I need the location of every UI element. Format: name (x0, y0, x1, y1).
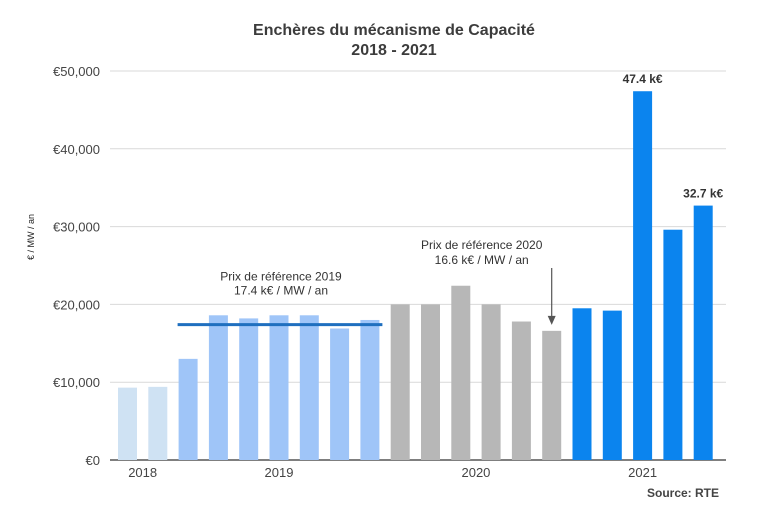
bar-2019 (208, 315, 228, 460)
y-tick-label: €40,000 (53, 142, 100, 157)
reference-2020-label-line1: Prix de référence 2020 (421, 238, 543, 252)
bar-2019 (360, 319, 380, 460)
bar-2018 (148, 386, 168, 460)
y-tick-label: €10,000 (53, 375, 100, 390)
reference-2019-label-line2: 17.4 k€ / MW / an (234, 284, 328, 298)
data-label: 32.7 k€ (683, 187, 723, 201)
bar-2020 (421, 304, 440, 460)
bar-2021 (602, 310, 622, 460)
y-tick-labels: €0 €10,000 €20,000 €30,000 €40,000 €50,000 (53, 64, 100, 468)
y-axis-label: € / MW / an (26, 214, 36, 260)
bar-2019 (178, 358, 198, 460)
x-year-label: 2020 (461, 465, 490, 480)
bar-2020 (451, 285, 471, 460)
x-year-labels: 2018 2019 2020 2021 (128, 465, 657, 480)
bar-2019 (239, 318, 259, 460)
bar-2021 (693, 205, 713, 460)
bar-2021 (572, 308, 592, 460)
bar-2019 (299, 315, 319, 460)
x-year-label: 2021 (628, 465, 657, 480)
bar-2020 (542, 330, 562, 460)
y-tick-label: €30,000 (53, 220, 100, 235)
chart-title-line2: 2018 - 2021 (351, 42, 437, 59)
bar-2021 (633, 91, 653, 460)
reference-2020-label-line2: 16.6 k€ / MW / an (435, 253, 529, 267)
data-label: 47.4 k€ (623, 72, 663, 86)
bar-2019 (269, 315, 289, 460)
y-tick-label: €20,000 (53, 297, 100, 312)
annotations: 47.4 k€ 32.7 k€ Prix de référence 201917.4… (177, 72, 724, 327)
y-tick-label: €0 (86, 453, 100, 468)
y-tick-label: €50,000 (53, 64, 100, 79)
bar-2020 (481, 304, 501, 460)
bar-2020 (511, 321, 531, 460)
bar-2019 (330, 328, 350, 460)
reference-2019-label-line1: Prix de référence 2019 (220, 270, 342, 284)
bars (118, 91, 713, 460)
x-year-label: 2019 (265, 465, 294, 480)
bar-2020 (390, 304, 410, 460)
bar-2021 (663, 229, 683, 460)
bar-2018 (118, 387, 137, 460)
reference-2020-arrow-head (547, 315, 556, 325)
chart-title-line1: Enchères du mécanisme de Capacité (253, 22, 535, 39)
x-year-label: 2018 (128, 465, 157, 480)
source-label: Source: RTE (647, 486, 719, 500)
